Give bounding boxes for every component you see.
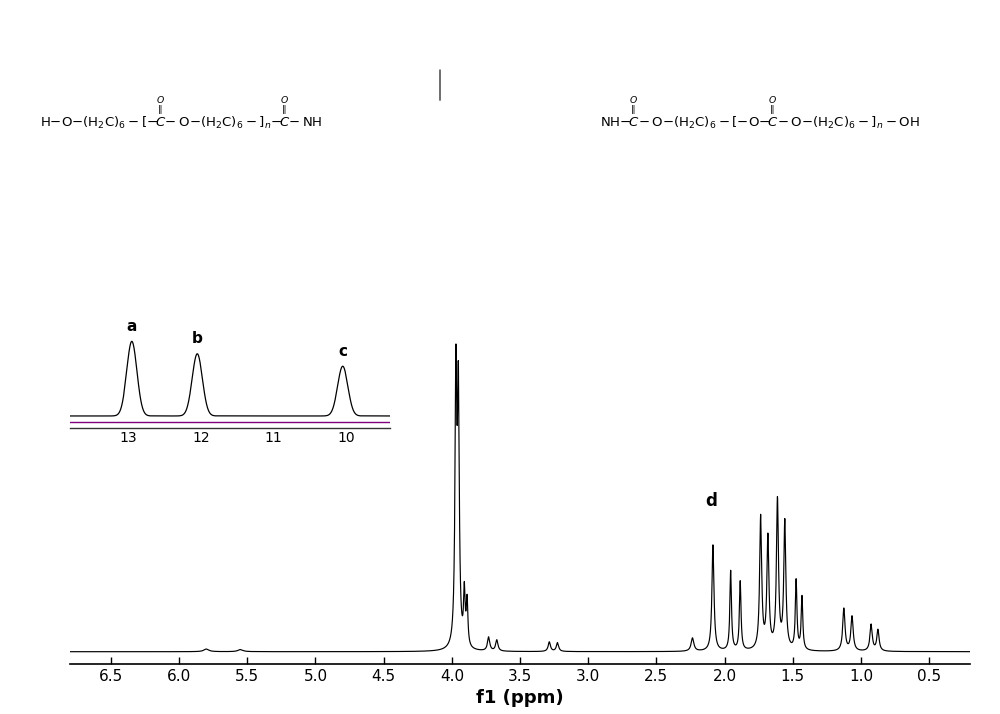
Text: a: a: [127, 319, 137, 334]
Text: c: c: [338, 343, 347, 358]
X-axis label: f1 (ppm): f1 (ppm): [476, 690, 564, 708]
Text: d: d: [705, 492, 717, 510]
Text: H$-$O$-$(H$_2$C)$_6-[$$-\!\overset{O}{\overset{\|}{C}}\!-$O$-$(H$_2$C)$_6-]_n$$-: H$-$O$-$(H$_2$C)$_6-[$$-\!\overset{O}{\o…: [40, 94, 323, 131]
Text: b: b: [192, 331, 203, 346]
Text: NH$-\!\overset{O}{\overset{\|}{C}}\!-$O$-$(H$_2$C)$_6-[$$-$O$-\!\overset{O}{\ove: NH$-\!\overset{O}{\overset{\|}{C}}\!-$O$…: [600, 94, 920, 131]
